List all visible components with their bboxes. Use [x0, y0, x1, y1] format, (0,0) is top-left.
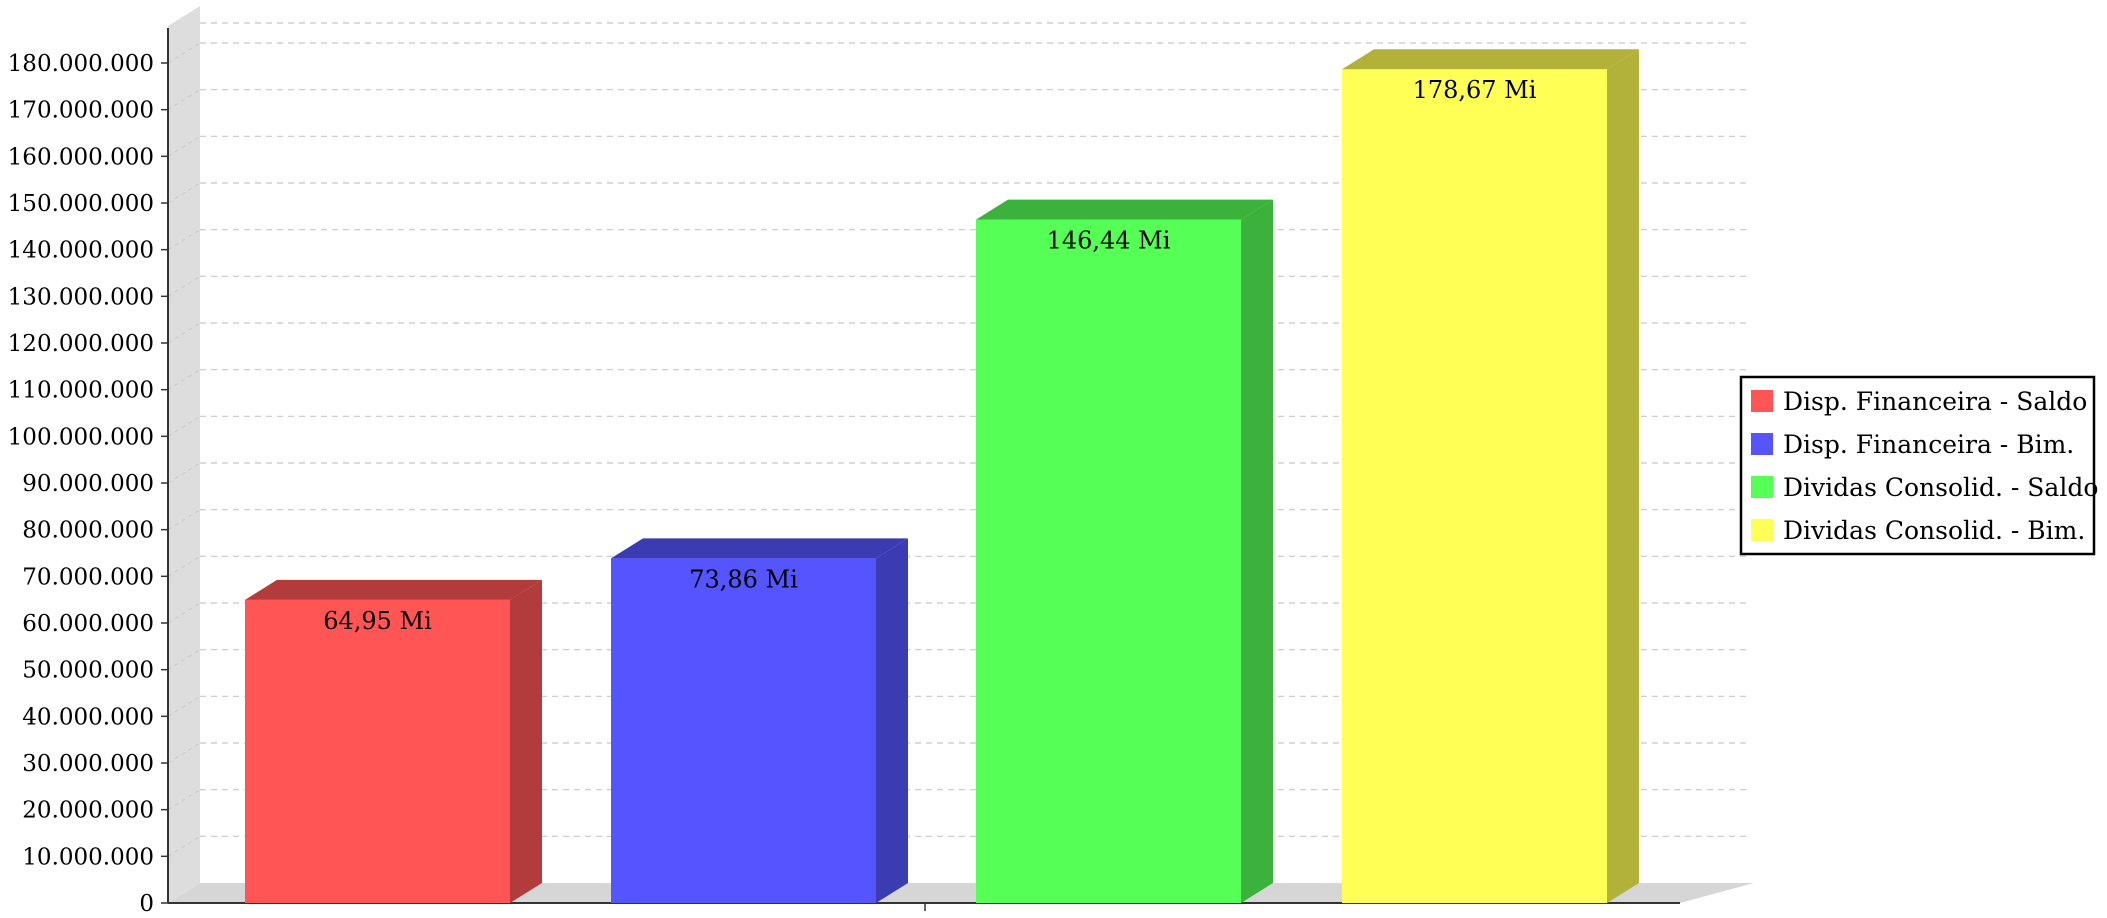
gridline-side — [167, 275, 201, 297]
left-wall — [168, 6, 200, 903]
gridline-side — [167, 415, 201, 437]
y-tick-label: 100.000.000 — [8, 424, 154, 450]
gridline-side — [167, 555, 201, 577]
y-tick-label: 180.000.000 — [8, 51, 154, 77]
gridline-side — [167, 602, 201, 624]
y-tick-label: 120.000.000 — [8, 331, 154, 357]
bar-top — [611, 538, 908, 559]
y-tick-label: 110.000.000 — [8, 378, 154, 404]
legend-label: Dividas Consolid. - Bim. — [1783, 516, 2085, 545]
legend-label: Disp. Financeira - Saldo — [1783, 387, 2087, 416]
legend-swatch — [1751, 433, 1773, 455]
legend-label: Dividas Consolid. - Saldo — [1783, 473, 2098, 502]
y-tick-label: 170.000.000 — [8, 98, 154, 124]
gridline-side — [167, 789, 201, 811]
y-tick-label: 70.000.000 — [22, 564, 154, 590]
y-tick-label: 20.000.000 — [22, 798, 154, 824]
gridline-side — [167, 182, 201, 204]
bar-side — [876, 538, 908, 903]
legend-swatch — [1751, 476, 1773, 498]
y-tick-label: 10.000.000 — [22, 844, 154, 870]
data-label: 178,67 Mi — [1413, 76, 1537, 104]
bar-side — [1241, 199, 1273, 903]
bars — [245, 49, 1639, 903]
gridline-side — [167, 229, 201, 251]
y-tick-label: 50.000.000 — [22, 658, 154, 684]
gridline-side — [167, 649, 201, 671]
y-tick-label: 150.000.000 — [8, 191, 154, 217]
data-label: 73,86 Mi — [689, 565, 798, 593]
bar-front — [1342, 69, 1607, 903]
gridline-side — [167, 135, 201, 157]
gridline-side — [167, 462, 201, 484]
y-tick-label: 80.000.000 — [22, 518, 154, 544]
bar-top — [245, 579, 542, 600]
bar-side — [510, 579, 542, 903]
gridline-side — [167, 42, 201, 64]
y-tick-label: 90.000.000 — [22, 471, 154, 497]
y-tick-label: 130.000.000 — [8, 284, 154, 310]
gridline-side — [167, 369, 201, 391]
bar-side — [1607, 49, 1639, 903]
gridline-side — [167, 742, 201, 764]
legend: Disp. Financeira - Saldo Disp. Financeira… — [1739, 375, 2098, 556]
y-tick-label: 0 — [139, 891, 154, 914]
gridline-side — [167, 509, 201, 531]
legend-swatch — [1751, 519, 1773, 541]
y-tick-labels: 0 10.000.000 20.000.000 30.000.000 40.000.00… — [8, 51, 168, 917]
y-tick-label: 160.000.000 — [8, 144, 154, 170]
gridline-side — [167, 695, 201, 717]
bar-top — [976, 199, 1273, 220]
data-label: 146,44 Mi — [1047, 227, 1171, 255]
gridline-side — [167, 835, 201, 857]
bar-top — [1342, 49, 1639, 70]
bar-front — [976, 219, 1241, 903]
y-tick-label: 40.000.000 — [22, 704, 154, 730]
data-labels: 64,95 Mi 73,86 Mi 146,44 Mi 178,67 Mi — [323, 76, 1537, 635]
bar-front — [611, 558, 876, 903]
legend-box — [1739, 375, 2096, 556]
y-tick-label: 140.000.000 — [8, 238, 154, 264]
data-label: 64,95 Mi — [323, 607, 432, 635]
gridline-side — [167, 322, 201, 344]
legend-label: Disp. Financeira - Bim. — [1783, 430, 2074, 459]
y-tick-label: 60.000.000 — [22, 611, 154, 637]
bar-front — [245, 599, 510, 903]
gridline-side — [167, 89, 201, 111]
y-tick-label: 30.000.000 — [22, 751, 154, 777]
legend-swatch — [1751, 390, 1773, 412]
